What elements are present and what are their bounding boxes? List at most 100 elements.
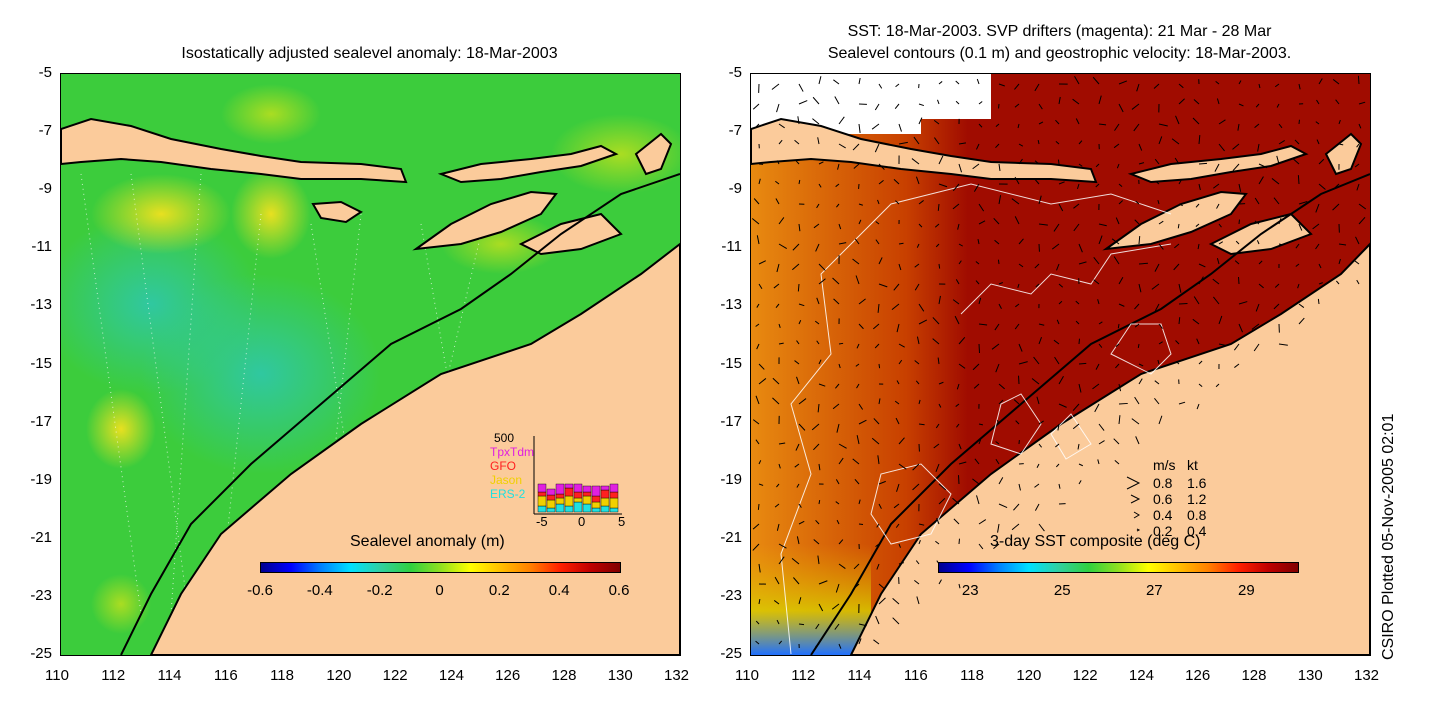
velocity-arrow <box>973 383 980 389</box>
velocity-arrow <box>1358 101 1366 105</box>
velocity-arrow <box>1154 380 1160 385</box>
velocity-arrow <box>916 336 920 345</box>
velocity-arrow <box>975 261 980 265</box>
velocity-arrow <box>1078 463 1084 467</box>
velocity-arrow <box>938 183 948 188</box>
velocity-arrow <box>958 142 967 145</box>
velocity-arrow <box>1118 402 1128 405</box>
velocity-arrow <box>1196 338 1200 345</box>
velocity-arrow <box>978 343 981 354</box>
velocity-arrow <box>875 239 880 245</box>
right-lon-label: 120 <box>1016 667 1042 684</box>
velocity-arrow <box>874 103 880 111</box>
velocity-arrow <box>978 519 987 525</box>
velocity-arrow <box>892 597 900 605</box>
velocity-arrow <box>1175 340 1180 345</box>
velocity-arrow <box>1318 158 1325 165</box>
velocity-arrow <box>1292 158 1300 165</box>
velocity-arrow <box>1018 263 1024 268</box>
velocity-arrow <box>878 163 885 170</box>
velocity-arrow <box>893 283 900 291</box>
velocity-arrow <box>793 577 800 585</box>
velocity-arrow <box>1134 396 1140 405</box>
velocity-arrow <box>1098 440 1105 445</box>
velocity-arrow <box>1356 183 1360 191</box>
velocity-arrow <box>1235 240 1240 245</box>
velocity-arrow <box>955 403 960 407</box>
velocity-arrow <box>918 303 925 312</box>
velocity-arrow <box>791 557 800 565</box>
velocity-arrow <box>838 116 845 125</box>
velocity-arrow <box>794 139 800 145</box>
left-lon-label: 124 <box>438 667 464 684</box>
velocity-arrow <box>1173 263 1180 271</box>
velocity-arrow <box>878 179 884 185</box>
velocity-arrow <box>797 116 800 125</box>
right-lat-label: -25 <box>720 645 742 662</box>
velocity-arrow <box>1153 83 1160 89</box>
velocity-arrow <box>1278 343 1288 346</box>
legend-ms-1: 0.6 <box>1153 491 1173 507</box>
right-lon-label: 112 <box>791 667 816 684</box>
velocity-arrow <box>937 99 940 105</box>
velocity-arrow <box>833 79 840 85</box>
velocity-arrow <box>795 443 800 451</box>
velocity-arrow <box>753 198 760 205</box>
velocity-arrow <box>1358 216 1366 225</box>
velocity-arrow <box>1078 261 1087 265</box>
velocity-arrow <box>1134 219 1140 225</box>
velocity-arrow <box>1118 383 1122 392</box>
velocity-arrow <box>957 475 960 485</box>
velocity-arrow <box>1034 503 1040 511</box>
velocity-arrow <box>776 619 780 625</box>
velocity-arrow <box>998 503 1008 509</box>
velocity-arrow <box>1014 216 1020 225</box>
histogram-bar <box>564 495 574 507</box>
velocity-arrow <box>952 183 960 192</box>
velocity-arrow <box>933 137 940 145</box>
velocity-arrow <box>1098 423 1105 431</box>
velocity-arrow <box>1018 158 1023 165</box>
velocity-arrow <box>1138 162 1145 165</box>
velocity-arrow <box>1151 283 1160 290</box>
velocity-arrow <box>1357 75 1360 85</box>
velocity-arrow <box>895 200 900 205</box>
velocity-arrow <box>752 543 760 551</box>
velocity-arrow <box>775 303 780 308</box>
velocity-arrow <box>758 598 761 605</box>
velocity-arrow <box>812 118 820 125</box>
velocity-arrow <box>1098 123 1107 126</box>
velocity-arrow <box>834 96 840 105</box>
velocity-arrow <box>1094 403 1100 413</box>
velocity-arrow <box>798 503 802 508</box>
velocity-arrow <box>1175 360 1180 365</box>
velocity-arrow <box>918 523 925 526</box>
histogram-bar <box>537 491 547 497</box>
velocity-arrow <box>818 76 822 85</box>
velocity-arrow <box>798 303 805 307</box>
velocity-arrow <box>955 100 960 105</box>
velocity-arrow <box>1073 223 1080 232</box>
velocity-arrow <box>1078 163 1083 167</box>
velocity-arrow <box>877 199 880 205</box>
velocity-arrow <box>858 123 861 133</box>
right-lat-label: -19 <box>720 470 742 488</box>
velocity-arrow <box>818 463 821 471</box>
right-panel-title-line2: Sealevel contours (0.1 m) and geostrophi… <box>827 45 1292 62</box>
histogram-bar <box>591 501 601 509</box>
mission-label-tpxtdm: TpxTdm <box>490 445 535 459</box>
velocity-arrow <box>1295 243 1300 249</box>
velocity-arrow <box>1278 140 1285 145</box>
velocity-arrow <box>855 363 860 367</box>
velocity-arrow <box>958 243 963 247</box>
velocity-arrow <box>813 539 820 545</box>
velocity-arrow <box>1078 480 1082 485</box>
velocity-arrow <box>778 217 785 225</box>
velocity-arrow <box>933 119 940 125</box>
velocity-arrow <box>998 282 1004 285</box>
velocity-arrow <box>1072 423 1080 430</box>
velocity-arrow <box>937 357 940 365</box>
velocity-arrow <box>1312 223 1320 230</box>
velocity-arrow <box>833 298 840 305</box>
velocity-arrow <box>1178 283 1182 293</box>
